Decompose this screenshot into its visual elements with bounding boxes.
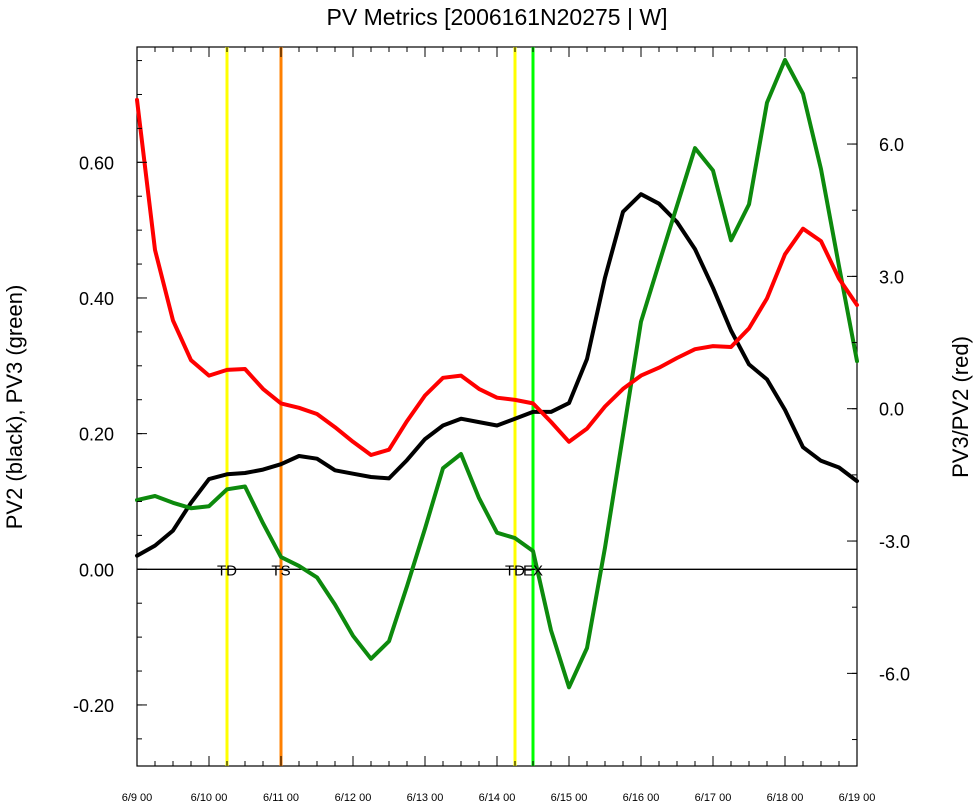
plot-frame	[136, 46, 858, 767]
y-right-tick-label-4: 6.0	[879, 135, 904, 155]
series-line-1	[135, 57, 859, 690]
series-line-2	[135, 97, 859, 457]
x-tick-label-0: 6/9 00	[122, 792, 153, 804]
x-tick-label-5: 6/14 00	[479, 792, 516, 804]
marker-label-3: EX	[523, 562, 543, 579]
marker-label-2: TD	[505, 562, 525, 579]
x-tick-label-6: 6/15 00	[551, 792, 588, 804]
y-left-tick-label-4: 0.60	[79, 153, 114, 173]
series-lines	[135, 57, 859, 690]
series-line-0	[135, 192, 859, 558]
y-right-tick-label-0: -6.0	[879, 664, 910, 684]
x-tick-label-1: 6/10 00	[191, 792, 228, 804]
stage-markers	[225, 47, 535, 766]
x-tick-label-8: 6/17 00	[695, 792, 732, 804]
x-tick-label-7: 6/16 00	[623, 792, 660, 804]
x-tick-label-4: 6/13 00	[407, 792, 444, 804]
y-axis-left-label: PV2 (black), PV3 (green)	[2, 285, 27, 530]
y-left-tick-label-1: 0.00	[79, 560, 114, 580]
y-left-tick-label-3: 0.40	[79, 289, 114, 309]
y-right-tick-label-1: -3.0	[879, 532, 910, 552]
axis-ticks: 6/9 00 6/10 00 6/11 00 6/12 00 6/13 00 6/14 0…	[73, 47, 910, 804]
y-left-tick-label-2: 0.20	[79, 425, 114, 445]
y-axis-right-label: PV3/PV2 (red)	[948, 336, 973, 478]
x-tick-label-10: 6/19 00	[839, 792, 876, 804]
marker-label-1: TS	[271, 562, 290, 579]
x-tick-label-3: 6/12 00	[335, 792, 372, 804]
y-left-tick-label-0: -0.20	[73, 696, 114, 716]
marker-label-0: TD	[217, 562, 237, 579]
chart-title: PV Metrics [2006161N20275 | W]	[327, 4, 668, 30]
x-tick-label-9: 6/18 00	[767, 792, 804, 804]
y-right-tick-label-3: 3.0	[879, 267, 904, 287]
x-tick-label-2: 6/11 00	[263, 792, 299, 804]
y-right-tick-label-2: 0.0	[879, 400, 904, 420]
